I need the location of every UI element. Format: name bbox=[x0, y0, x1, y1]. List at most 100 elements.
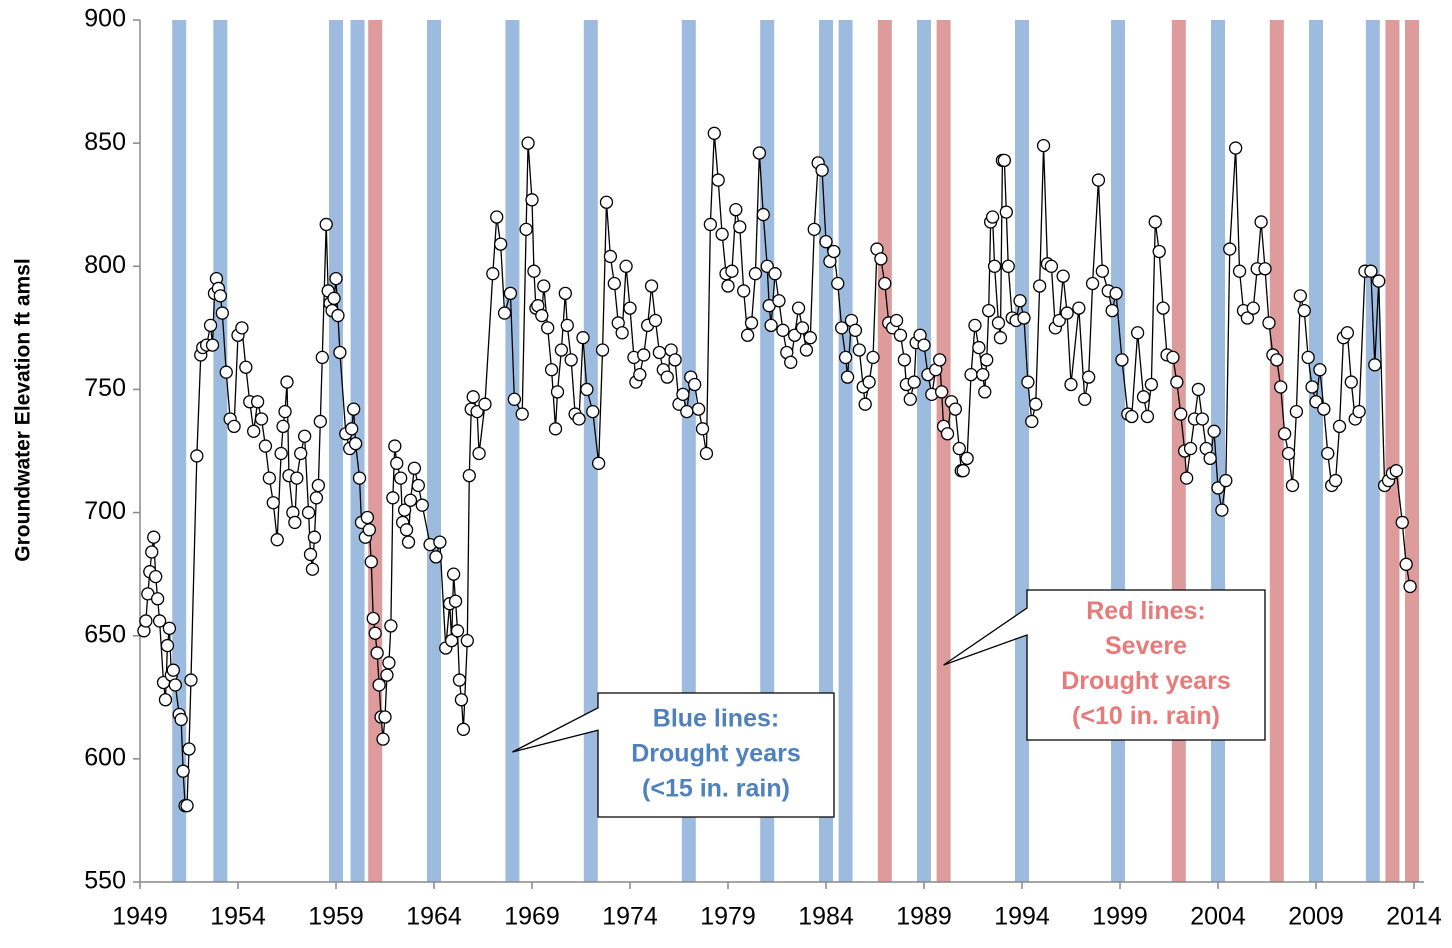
data-point bbox=[1317, 402, 1331, 416]
data-point bbox=[1228, 141, 1243, 155]
data-point bbox=[276, 419, 290, 434]
drought-band bbox=[1365, 20, 1380, 882]
x-tick-label: 1949 bbox=[112, 903, 168, 931]
data-point bbox=[737, 284, 751, 298]
y-tick-label: 700 bbox=[84, 497, 126, 525]
data-point bbox=[535, 308, 549, 323]
data-point bbox=[1156, 301, 1170, 315]
x-tick-label: 1974 bbox=[602, 903, 658, 931]
data-point bbox=[999, 205, 1013, 219]
y-axis-label: Groundwater Elevation ft amsl bbox=[12, 258, 35, 561]
data-point bbox=[1389, 464, 1404, 478]
callout-text: (<15 in. rain) bbox=[642, 775, 790, 803]
data-point bbox=[382, 656, 396, 670]
data-point bbox=[1130, 326, 1145, 340]
data-point bbox=[1277, 427, 1292, 441]
data-point bbox=[150, 592, 165, 606]
severe-drought-band bbox=[877, 20, 892, 882]
data-point bbox=[390, 456, 404, 470]
data-point bbox=[446, 567, 461, 581]
data-point bbox=[149, 569, 163, 584]
drought-band bbox=[760, 20, 775, 882]
drought-band bbox=[1211, 20, 1225, 882]
data-point bbox=[278, 404, 292, 419]
data-point bbox=[376, 732, 390, 746]
data-point bbox=[725, 264, 739, 278]
drought-band bbox=[917, 20, 931, 882]
data-point bbox=[537, 279, 551, 293]
data-point bbox=[301, 505, 316, 520]
drought-band bbox=[819, 20, 833, 882]
drought-band bbox=[1111, 20, 1126, 882]
data-point bbox=[819, 235, 833, 249]
data-point bbox=[1095, 264, 1110, 278]
data-point bbox=[637, 348, 651, 362]
data-point bbox=[1344, 375, 1358, 389]
data-point bbox=[893, 328, 908, 342]
data-point bbox=[688, 377, 702, 392]
callout-box bbox=[943, 589, 1266, 741]
data-point bbox=[831, 276, 845, 291]
data-point bbox=[815, 163, 829, 177]
data-point bbox=[1191, 382, 1206, 397]
data-point bbox=[1091, 173, 1106, 187]
data-point bbox=[840, 370, 855, 384]
drought-band bbox=[681, 20, 696, 882]
data-point bbox=[1179, 471, 1194, 485]
data-point bbox=[327, 291, 341, 305]
data-point bbox=[1352, 404, 1366, 419]
data-point bbox=[1215, 503, 1229, 517]
data-point bbox=[1313, 363, 1327, 377]
data-point bbox=[176, 764, 190, 778]
severe-drought-band bbox=[936, 20, 951, 882]
data-point bbox=[903, 392, 917, 406]
data-point bbox=[454, 693, 469, 707]
data-point bbox=[270, 533, 284, 547]
data-point bbox=[1399, 557, 1413, 571]
data-point bbox=[348, 436, 363, 451]
y-tick-label: 800 bbox=[84, 251, 126, 279]
data-point bbox=[1305, 380, 1319, 394]
y-tick-label: 750 bbox=[84, 374, 126, 402]
data-point bbox=[1166, 350, 1180, 365]
data-point bbox=[874, 252, 888, 266]
data-point bbox=[364, 555, 378, 569]
data-point bbox=[254, 412, 269, 426]
data-point bbox=[1328, 473, 1343, 488]
x-tick-label: 1989 bbox=[896, 903, 952, 931]
data-point bbox=[429, 550, 443, 564]
data-point bbox=[1203, 451, 1217, 466]
data-point bbox=[1072, 301, 1086, 315]
callout-text: Blue lines: bbox=[653, 705, 779, 733]
data-point bbox=[497, 306, 512, 320]
data-point bbox=[676, 387, 690, 402]
data-point bbox=[247, 424, 261, 438]
data-point bbox=[288, 515, 302, 530]
data-point bbox=[907, 375, 921, 389]
data-point bbox=[1021, 375, 1035, 389]
data-point bbox=[878, 276, 892, 291]
data-point bbox=[1274, 380, 1288, 394]
data-point bbox=[378, 710, 392, 724]
data-point bbox=[917, 338, 931, 352]
data-point bbox=[1136, 390, 1151, 404]
data-point bbox=[1297, 303, 1311, 318]
data-point bbox=[1105, 303, 1119, 318]
data-point bbox=[525, 193, 539, 207]
drought-band bbox=[329, 20, 343, 882]
data-point bbox=[388, 439, 402, 453]
data-point bbox=[1064, 377, 1078, 392]
data-point bbox=[162, 621, 177, 635]
x-tick-label: 2004 bbox=[1190, 903, 1246, 931]
data-point bbox=[772, 294, 786, 308]
data-point bbox=[403, 493, 418, 507]
data-point bbox=[644, 279, 659, 293]
data-point bbox=[791, 301, 806, 315]
data-point bbox=[478, 397, 492, 411]
data-point bbox=[756, 207, 770, 222]
data-point bbox=[564, 353, 578, 367]
data-point bbox=[444, 633, 459, 648]
data-point bbox=[462, 468, 476, 483]
data-point bbox=[554, 343, 569, 357]
data-point bbox=[591, 456, 606, 470]
